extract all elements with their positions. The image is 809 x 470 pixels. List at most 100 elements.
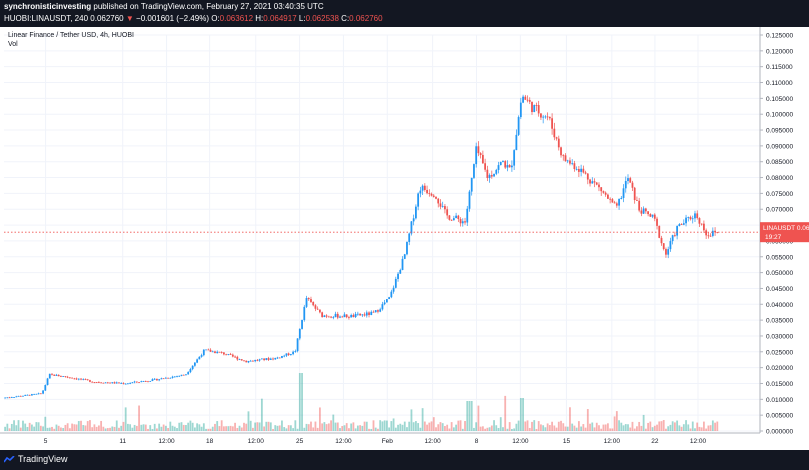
candle-body xyxy=(104,382,107,384)
volume-bar xyxy=(127,423,129,431)
candle-body xyxy=(564,155,567,162)
volume-bar xyxy=(327,423,330,431)
candle-body xyxy=(236,356,239,360)
volume-bar xyxy=(685,420,687,431)
candle-body xyxy=(522,96,524,103)
volume-bar xyxy=(714,422,716,431)
candle-body xyxy=(401,258,404,270)
candle-body xyxy=(274,357,277,360)
volume-bar xyxy=(245,423,248,431)
candle-body xyxy=(363,314,366,316)
candle-body xyxy=(406,241,408,255)
volume-bar xyxy=(658,421,661,431)
volume-bar xyxy=(187,422,190,431)
candle-body xyxy=(698,218,701,224)
open-label: O: xyxy=(211,14,220,23)
candle-body xyxy=(10,397,13,399)
candle-body xyxy=(649,214,652,217)
candle-body xyxy=(602,191,605,193)
candle-body xyxy=(607,194,609,199)
candle-body xyxy=(216,351,219,354)
price-change: −0.001601 (−2.49%) xyxy=(136,14,209,23)
volume-bar xyxy=(660,421,663,431)
candle-body xyxy=(254,359,257,362)
candle-body xyxy=(566,160,569,162)
candle-body xyxy=(709,235,712,237)
candle-body xyxy=(356,313,359,315)
candle-body xyxy=(428,193,431,194)
candle-body xyxy=(415,206,417,219)
volume-bar xyxy=(473,427,475,431)
volume-bar xyxy=(399,423,402,431)
candle-body xyxy=(144,381,147,382)
volume-bar xyxy=(493,420,495,431)
candle-body xyxy=(198,356,201,360)
candle-body xyxy=(660,237,663,244)
volume-bar xyxy=(595,422,598,431)
volume-bar xyxy=(55,424,58,431)
volume-bar xyxy=(517,420,520,431)
y-tick-label: 0.110000 xyxy=(766,80,793,87)
volume-bar xyxy=(497,427,500,431)
candle-body xyxy=(37,393,40,395)
volume-bar xyxy=(383,420,386,431)
candle-body xyxy=(562,155,565,157)
candle-body xyxy=(294,351,297,352)
candle-body xyxy=(265,358,268,360)
y-tick-label: 0.020000 xyxy=(766,365,793,372)
price-chart[interactable]: 0.125000 0.120000 0.115000 0.110000 0.105000… xyxy=(0,27,809,450)
candle-body xyxy=(252,360,254,362)
volume-bar xyxy=(22,420,24,431)
volume-bar xyxy=(412,422,415,431)
candle-body xyxy=(354,313,357,318)
candle-body xyxy=(504,161,507,168)
candle-body xyxy=(533,105,536,113)
candle-body xyxy=(452,218,455,221)
candle-body xyxy=(339,316,341,318)
volume-bar xyxy=(256,422,259,431)
candle-body xyxy=(560,147,562,156)
candle-body xyxy=(319,309,321,313)
symbol-interval: HUOBI:LINAUSDT, 240 xyxy=(4,14,89,23)
volume-bar xyxy=(115,420,118,431)
volume-bar xyxy=(519,398,522,431)
candle-body xyxy=(370,311,373,316)
volume-bar xyxy=(385,420,388,431)
candle-body xyxy=(169,377,172,379)
volume-bar xyxy=(350,423,353,431)
candle-body xyxy=(267,358,270,360)
volume-bar xyxy=(488,427,491,431)
candle-body xyxy=(528,100,531,102)
volume-bar xyxy=(687,424,690,431)
candle-body xyxy=(325,315,328,317)
candle-body xyxy=(305,298,308,307)
brand-name[interactable]: TradingView xyxy=(18,454,68,464)
x-tick-label: 12:00 xyxy=(690,438,707,445)
candle-body xyxy=(301,319,303,329)
volume-bar xyxy=(8,428,11,431)
volume-bar xyxy=(135,425,138,431)
volume-bar xyxy=(263,426,265,431)
candle-body xyxy=(15,396,18,398)
volume-bar xyxy=(437,424,440,431)
volume-bar xyxy=(544,427,547,431)
volume-bar xyxy=(341,426,344,431)
volume-bar xyxy=(586,409,589,431)
candle-body xyxy=(176,376,178,377)
candle-body xyxy=(207,349,210,351)
close-label: C: xyxy=(341,14,350,23)
volume-bar xyxy=(372,420,375,431)
volume-bar xyxy=(176,428,178,431)
candle-body xyxy=(410,221,413,234)
chart-header: synchronisticinvesting published on Trad… xyxy=(0,0,809,27)
last-price: 0.062760 xyxy=(90,14,124,23)
candle-body xyxy=(60,376,62,378)
candle-body xyxy=(205,349,207,351)
volume-bar xyxy=(647,422,649,431)
price-label-box xyxy=(760,222,809,243)
candle-body xyxy=(336,313,339,318)
publisher-name[interactable]: synchronisticinvesting xyxy=(4,2,92,11)
candle-body xyxy=(426,189,428,194)
candle-body xyxy=(19,395,22,397)
volume-bar xyxy=(638,421,641,431)
